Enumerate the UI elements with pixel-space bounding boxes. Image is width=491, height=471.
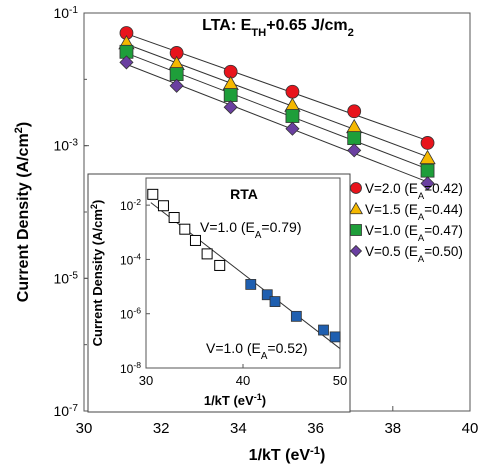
data-point-square — [223, 88, 238, 102]
data-point-triangle — [346, 118, 363, 134]
legend-marker — [348, 201, 364, 215]
legend-marker — [350, 224, 362, 236]
data-point-square — [285, 109, 300, 123]
inset-y-tick-label: 10-4 — [120, 251, 141, 267]
inset-data-point-open-square — [168, 212, 180, 224]
inset-y-tick-label: 10-2 — [120, 197, 141, 213]
legend-label: V=1.5 (EA=0.44) — [365, 202, 463, 223]
legend-marker — [350, 182, 362, 194]
inset-data-point-open-square — [179, 223, 191, 235]
series-trendline — [126, 63, 432, 184]
data-point-square — [169, 67, 184, 81]
inset-x-axis-label: 1/kT (eV-1) — [204, 392, 266, 408]
inset-title: RTA — [230, 186, 258, 202]
legend-label: V=0.5 (EA=0.50) — [365, 244, 463, 265]
inset-y-tick-label: 10-8 — [120, 360, 141, 376]
y-tick-label: 10-7 — [53, 403, 78, 420]
inset-data-point-open-square — [201, 248, 213, 260]
x-tick-label: 36 — [307, 420, 324, 437]
chart-title: LTA: ETH+0.65 J/cm2 — [202, 17, 354, 39]
legend-label: V=1.0 (EA=0.47) — [365, 223, 463, 244]
x-tick-label: 34 — [230, 420, 247, 437]
inset-data-point-open-square — [189, 234, 201, 246]
data-point-triangle — [222, 75, 239, 91]
data-point-diamond — [169, 78, 184, 93]
inset-annotation-rta-low: V=1.0 (EA=0.52) — [206, 340, 308, 362]
x-axis-label: 1/kT (eV-1) — [249, 445, 326, 464]
inset-data-point-open-square — [214, 259, 226, 271]
y-tick-label: 10-1 — [53, 5, 78, 22]
legend-marker — [349, 244, 363, 258]
inset-frame — [87, 173, 351, 413]
inset-data-point-open-square — [147, 188, 159, 200]
data-point-circle — [347, 104, 362, 119]
inset-data-point-open-square — [157, 200, 169, 212]
y-tick-label: 10-5 — [53, 270, 78, 287]
inset-data-point-square — [318, 324, 329, 336]
series-trendline — [126, 43, 432, 159]
inset-data-point-square — [269, 296, 281, 307]
inset-data-point-square — [329, 331, 341, 343]
x-tick-label: 38 — [384, 420, 401, 437]
inset-annotation-rta-high: V=1.0 (EA=0.79) — [200, 219, 302, 241]
data-point-square — [347, 131, 362, 146]
data-point-circle — [285, 84, 300, 99]
inset-y-tick-label: 10-6 — [120, 306, 141, 322]
inset-data-point-square — [245, 279, 257, 290]
data-point-triangle — [419, 149, 436, 165]
x-tick-label: 32 — [153, 420, 170, 437]
data-point-circle — [420, 136, 435, 150]
inset-x-tick-label: 30 — [139, 373, 153, 388]
x-tick-label: 40 — [462, 420, 479, 437]
data-point-diamond — [223, 100, 238, 115]
inset-data-point-square — [261, 289, 273, 301]
data-point-diamond — [347, 143, 362, 158]
inset-data-point-square — [290, 310, 302, 322]
x-tick-label: 30 — [76, 420, 93, 437]
inset-x-tick-label: 50 — [333, 373, 347, 388]
inset-y-axis-label: Current Density (A/cm2) — [89, 200, 105, 347]
data-point-square — [420, 163, 435, 178]
data-point-diamond — [119, 55, 134, 70]
legend-label: V=2.0 (EA=0.42) — [365, 181, 463, 202]
y-axis-label: Current Density (A/cm2) — [13, 122, 32, 302]
inset-x-tick-label: 40 — [236, 373, 250, 388]
data-point-diamond — [420, 176, 435, 191]
data-point-diamond — [285, 121, 300, 136]
y-tick-label: 10-3 — [53, 137, 78, 154]
